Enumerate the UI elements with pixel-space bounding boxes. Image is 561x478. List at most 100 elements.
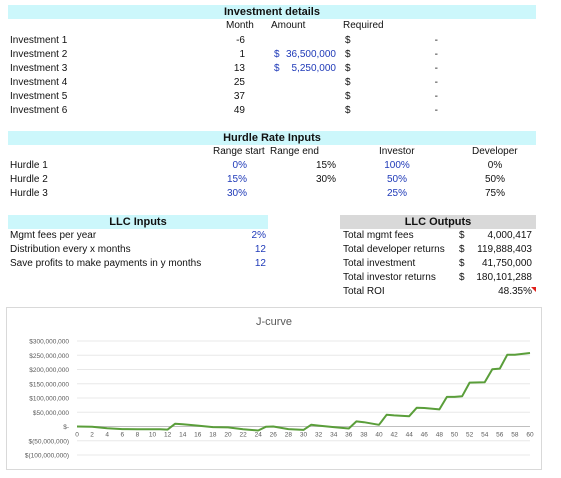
llc-output-symbol: $	[459, 230, 465, 241]
x-tick-label: 42	[390, 432, 398, 439]
x-tick-label: 12	[164, 432, 172, 439]
chart-title: J-curve	[256, 316, 292, 328]
investment-name: Investment 5	[10, 91, 68, 102]
investment-name: Investment 6	[10, 105, 68, 116]
x-tick-label: 8	[136, 432, 140, 439]
llc-input-label: Distribution every x months	[10, 244, 131, 255]
llc-output-label: Total investment	[343, 258, 416, 269]
col-month-header: Month	[226, 20, 254, 31]
x-tick-label: 46	[421, 432, 429, 439]
llc-input-value: 2%	[251, 230, 266, 241]
j-curve-chart[interactable]: J-curve $300,000,000 $250,000,000 $200,000,…	[6, 307, 542, 470]
x-tick-label: 24	[255, 432, 263, 439]
hurdle-investor: 25%	[386, 188, 407, 199]
hurdle-investor: 50%	[386, 174, 407, 185]
llc-input-value: 12	[254, 244, 266, 255]
x-tick-label: 32	[315, 432, 323, 439]
investment-name: Investment 2	[10, 49, 68, 60]
investment-amount: 36,500,000	[285, 49, 336, 60]
hurdle-range-end: 30%	[315, 174, 336, 185]
investment-month: 37	[233, 91, 245, 102]
x-tick-label: 16	[194, 432, 202, 439]
x-tick-label: 54	[481, 432, 489, 439]
llc-output-label: Total ROI	[343, 286, 385, 297]
col-investor-header: Investor	[379, 146, 415, 157]
x-tick-label: 50	[451, 432, 459, 439]
investment-required: -	[434, 105, 438, 116]
col-range-end-header: Range end	[270, 146, 319, 157]
investment-required-symbol: $	[345, 77, 351, 88]
y-tick-label: $100,000,000	[29, 396, 69, 403]
y-tick-label: $200,000,000	[29, 367, 69, 374]
x-tick-label: 58	[511, 432, 519, 439]
investment-amount-symbol: $	[274, 49, 280, 60]
investment-month: 13	[233, 63, 245, 74]
x-tick-label: 60	[526, 432, 534, 439]
hurdle-name: Hurdle 1	[10, 160, 48, 171]
x-tick-label: 22	[239, 432, 247, 439]
hurdle-range-start: 0%	[232, 160, 247, 171]
x-tick-label: 30	[300, 432, 308, 439]
hurdle-name: Hurdle 2	[10, 174, 48, 185]
llc-output-label: Total investor returns	[343, 272, 436, 283]
llc-input-label: Mgmt fees per year	[10, 230, 97, 241]
y-tick-label: $250,000,000	[29, 353, 69, 360]
investment-required: -	[434, 77, 438, 88]
col-developer-header: Developer	[472, 146, 518, 157]
investment-required-symbol: $	[345, 105, 351, 116]
x-tick-label: 18	[209, 432, 217, 439]
llc-inputs-header: LLC Inputs	[8, 215, 268, 229]
investment-amount-symbol: $	[274, 63, 280, 74]
x-tick-label: 4	[105, 432, 109, 439]
investment-details-header: Investment details	[8, 5, 536, 19]
y-tick-label: $(50,000,000)	[29, 438, 69, 445]
investment-required: -	[434, 35, 438, 46]
y-tick-label: $-	[63, 424, 69, 431]
hurdle-investor: 100%	[384, 160, 410, 171]
x-tick-label: 40	[375, 432, 383, 439]
hurdle-range-start: 30%	[226, 188, 247, 199]
col-amount-header: Amount	[271, 20, 306, 31]
investment-required-symbol: $	[345, 63, 351, 74]
llc-output-label: Total developer returns	[343, 244, 445, 255]
investment-required-symbol: $	[345, 49, 351, 60]
x-tick-label: 56	[496, 432, 504, 439]
hurdle-range-start: 15%	[226, 174, 247, 185]
llc-outputs-header: LLC Outputs	[340, 215, 536, 229]
series-line-0	[76, 352, 531, 432]
investment-required-symbol: $	[345, 91, 351, 102]
y-tick-label: $(100,000,000)	[25, 453, 69, 460]
llc-output-value: 4,000,417	[487, 230, 533, 241]
comment-indicator-icon[interactable]	[531, 287, 536, 292]
llc-output-value: 41,750,000	[481, 258, 532, 269]
x-tick-label: 20	[224, 432, 232, 439]
x-tick-label: 6	[120, 432, 124, 439]
llc-output-symbol: $	[459, 272, 465, 283]
hurdle-rate-header: Hurdle Rate Inputs	[8, 131, 536, 145]
investment-required: -	[434, 49, 438, 60]
llc-output-symbol: $	[459, 258, 465, 269]
llc-output-value: 119,888,403	[477, 244, 532, 255]
llc-input-label: Save profits to make payments in y month…	[10, 258, 202, 269]
hurdle-name: Hurdle 3	[10, 188, 48, 199]
x-tick-label: 2	[90, 432, 94, 439]
col-required-header: Required	[343, 20, 384, 31]
llc-output-value: 180,101,288	[476, 272, 532, 283]
x-tick-label: 44	[406, 432, 414, 439]
investment-month: 1	[239, 49, 245, 60]
x-tick-label: 48	[436, 432, 444, 439]
y-tick-label: $300,000,000	[29, 339, 69, 346]
investment-required: -	[434, 91, 438, 102]
x-tick-label: 38	[360, 432, 368, 439]
y-tick-label: $50,000,000	[33, 410, 70, 417]
x-tick-label: 26	[270, 432, 278, 439]
x-tick-label: 36	[345, 432, 353, 439]
y-tick-label: $150,000,000	[29, 381, 69, 388]
investment-month: 25	[233, 77, 245, 88]
x-tick-label: 34	[330, 432, 338, 439]
hurdle-developer: 75%	[484, 188, 505, 199]
investment-name: Investment 3	[10, 63, 68, 74]
x-tick-label: 10	[149, 432, 157, 439]
hurdle-range-end: 15%	[315, 160, 336, 171]
llc-output-value: 48.35%	[498, 286, 532, 297]
